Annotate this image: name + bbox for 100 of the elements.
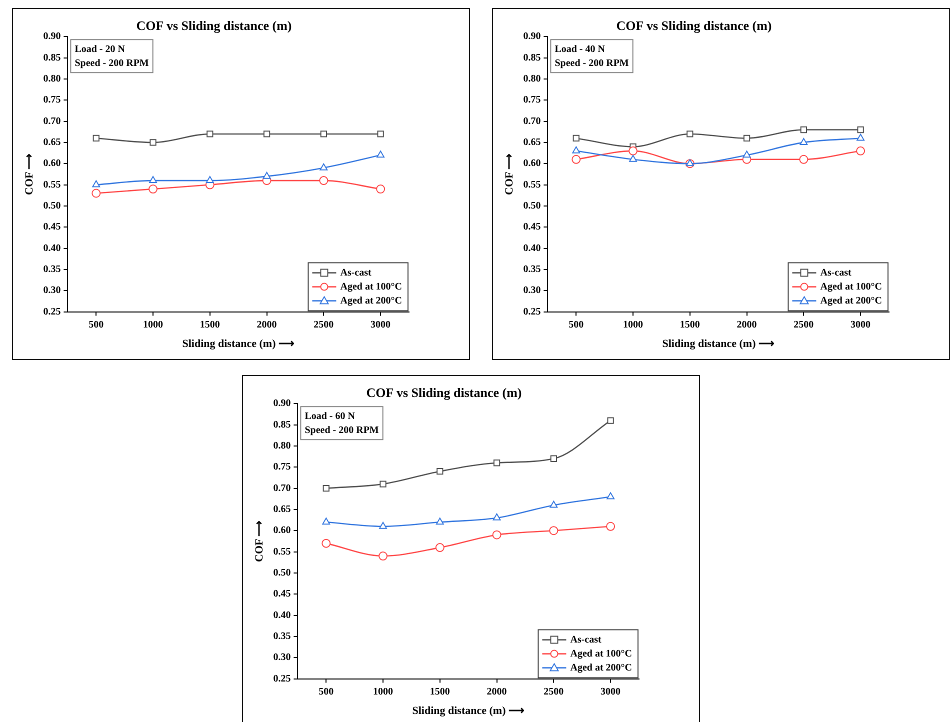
point (800, 138, 808, 145)
point (857, 126, 864, 134)
legend-label: Aged at 200°C (340, 295, 402, 306)
x-tick-label: 1500 (430, 686, 450, 698)
chart-title: COF vs Sliding distance (m) (616, 18, 772, 34)
y-axis-title: COF ⟶ (253, 520, 266, 562)
x-tick-label: 3000 (370, 319, 391, 330)
y-tick-label: 0.40 (43, 242, 61, 254)
y-tick-label: 0.25 (43, 306, 61, 318)
y-tick-label: 0.35 (523, 264, 541, 276)
point (92, 180, 100, 188)
x-tick-label: 2500 (314, 319, 334, 330)
point (376, 150, 385, 158)
y-tick-label: 0.50 (43, 200, 61, 212)
point (549, 526, 558, 536)
y-tick-label: 0.60 (43, 158, 61, 170)
point (92, 188, 101, 198)
point (800, 126, 808, 134)
y-tick-label: 0.25 (273, 673, 291, 684)
annotation: Speed - 200 RPM (554, 58, 630, 70)
y-tick-label: 0.40 (273, 610, 291, 621)
y-axis-title: COF ⟶ (503, 153, 516, 195)
annotation: Load - 20 N (74, 44, 126, 56)
x-tick-label: 500 (318, 686, 334, 698)
x-axis-title: Sliding distance (m) ⟶ (182, 338, 294, 350)
y-tick-label: 0.80 (523, 74, 541, 85)
x-tick-label: 2000 (736, 319, 757, 330)
annotation: Load - 40 N (554, 44, 606, 56)
chart-title: COF vs Sliding distance (m) (136, 18, 292, 34)
y-tick-label: 0.50 (523, 200, 541, 212)
x-tick-label: 500 (88, 319, 104, 330)
point (320, 163, 328, 170)
point (376, 184, 386, 194)
x-tick-label: 1000 (373, 686, 394, 698)
annotation: Load - 60 N (304, 411, 356, 422)
point (262, 172, 271, 179)
point (322, 484, 330, 492)
x-tick-label: 2000 (256, 319, 277, 330)
point (629, 154, 637, 162)
y-tick-label: 0.70 (273, 482, 291, 494)
y-tick-label: 0.45 (273, 588, 291, 600)
legend-label: Aged at 200°C (570, 662, 632, 674)
y-tick-label: 0.55 (273, 546, 291, 558)
point (436, 468, 444, 475)
y-tick-label: 0.85 (523, 52, 541, 64)
legend-label: Aged at 100°C (570, 648, 632, 660)
point (550, 500, 558, 508)
y-tick-label: 0.60 (273, 525, 291, 536)
point (607, 417, 614, 424)
x-tick-label: 2500 (544, 686, 564, 698)
y-tick-label: 0.35 (273, 631, 291, 642)
point (435, 543, 444, 552)
y-tick-label: 0.40 (523, 242, 541, 254)
point (322, 538, 331, 548)
point (263, 130, 270, 138)
x-tick-label: 3000 (600, 686, 621, 698)
legend-label: Aged at 100°C (340, 281, 402, 292)
y-tick-label: 0.65 (273, 504, 291, 516)
y-tick-label: 0.65 (43, 137, 61, 148)
point (606, 522, 616, 531)
x-tick-label: 500 (568, 319, 584, 330)
point (379, 522, 387, 529)
point (628, 146, 638, 156)
y-tick-label: 0.30 (43, 285, 61, 296)
y-tick-label: 0.75 (43, 94, 61, 106)
legend-label: As-cast (340, 267, 372, 278)
y-tick-label: 0.90 (523, 31, 541, 42)
legend-label: Aged at 100°C (820, 281, 882, 292)
annotation: Speed - 200 RPM (304, 425, 380, 436)
y-tick-label: 0.50 (273, 568, 291, 579)
chart-title: COF vs Sliding distance (m) (366, 385, 522, 400)
point (572, 146, 580, 154)
y-tick-label: 0.60 (523, 158, 541, 170)
x-tick-label: 2000 (486, 686, 507, 698)
y-tick-label: 0.90 (43, 31, 61, 42)
point (319, 176, 328, 186)
y-tick-label: 0.90 (273, 398, 291, 410)
point (148, 184, 158, 194)
legend-label: As-cast (570, 634, 602, 646)
y-tick-label: 0.75 (523, 94, 541, 106)
x-tick-label: 1000 (143, 319, 164, 330)
point (856, 146, 866, 156)
point (799, 154, 808, 164)
point (492, 513, 501, 520)
y-tick-label: 0.70 (43, 116, 61, 127)
legend-label: Aged at 200°C (820, 295, 882, 306)
x-tick-label: 1500 (680, 319, 700, 330)
y-tick-label: 0.45 (43, 222, 61, 233)
point (377, 130, 384, 138)
point (322, 518, 330, 525)
x-axis-title: Sliding distance (m) ⟶ (662, 338, 774, 350)
y-tick-label: 0.55 (523, 179, 541, 190)
y-tick-label: 0.35 (43, 264, 61, 276)
x-tick-label: 2500 (794, 319, 814, 330)
legend-label: As-cast (820, 267, 852, 278)
x-axis-title: Sliding distance (m) ⟶ (412, 705, 524, 718)
x-tick-label: 1500 (200, 319, 220, 330)
point (742, 150, 751, 158)
point (492, 530, 502, 540)
y-tick-label: 0.55 (43, 179, 61, 190)
